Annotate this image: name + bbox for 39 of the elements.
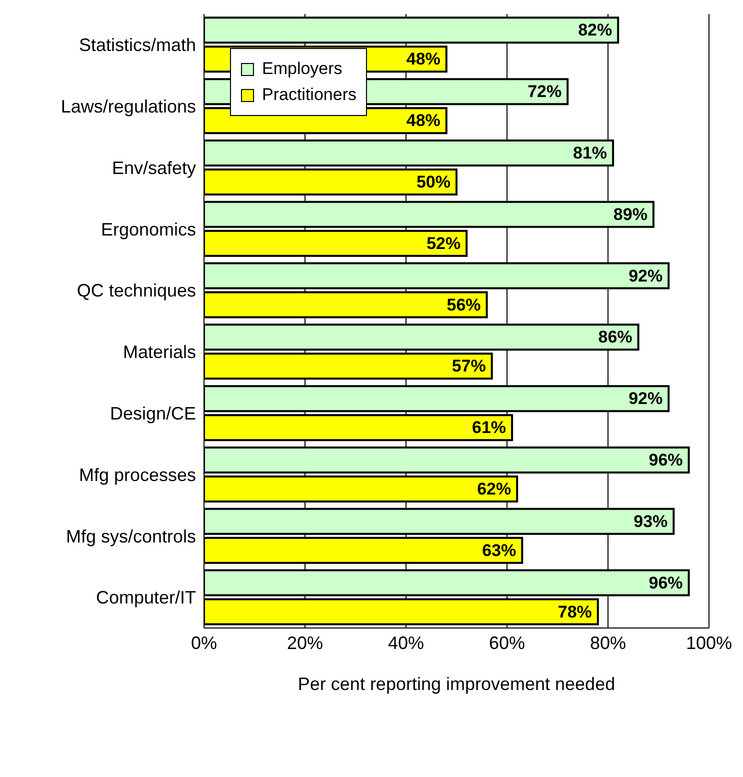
x-tick-label: 60% bbox=[488, 632, 526, 653]
y-tick-label: Env/safety bbox=[112, 158, 196, 178]
y-tick-label: Design/CE bbox=[110, 403, 196, 424]
data-label: 48% bbox=[406, 111, 440, 130]
data-label: 82% bbox=[578, 20, 612, 40]
y-tick-label: QC techniques bbox=[76, 280, 196, 301]
data-label: 96% bbox=[648, 450, 683, 470]
y-tick-label: Mfg processes bbox=[78, 464, 196, 485]
y-tick-label: Ergonomics bbox=[100, 219, 196, 240]
data-label: 92% bbox=[628, 389, 663, 408]
data-label: 48% bbox=[406, 50, 440, 69]
data-label: 62% bbox=[477, 479, 512, 498]
data-label: 52% bbox=[426, 234, 461, 253]
data-label: 78% bbox=[558, 602, 592, 622]
y-tick-label: Statistics/math bbox=[78, 35, 196, 56]
data-label: 72% bbox=[528, 82, 562, 102]
x-tick-label: 80% bbox=[590, 632, 626, 653]
y-tick-label: Computer/IT bbox=[96, 588, 196, 608]
data-label: 86% bbox=[598, 328, 632, 347]
data-label: 81% bbox=[573, 143, 608, 162]
data-label: 63% bbox=[482, 540, 516, 560]
x-tick-label: 20% bbox=[286, 632, 324, 653]
y-tick-label: Materials bbox=[122, 342, 196, 362]
x-tick-label: 0% bbox=[190, 632, 218, 653]
x-tick-label: 100% bbox=[686, 632, 732, 653]
data-label: 89% bbox=[613, 204, 648, 224]
x-tick-label: 40% bbox=[388, 632, 424, 653]
y-tick-label: Mfg sys/controls bbox=[66, 526, 196, 546]
x-axis-title: Per cent reporting improvement needed bbox=[298, 674, 616, 694]
data-label: 50% bbox=[416, 172, 450, 192]
y-tick-label: Laws/regulations bbox=[60, 96, 196, 116]
data-label: 56% bbox=[446, 295, 481, 314]
legend-label: Employers bbox=[262, 59, 342, 79]
data-label: 96% bbox=[648, 573, 683, 592]
data-label: 93% bbox=[634, 512, 668, 531]
data-label: 61% bbox=[472, 418, 506, 438]
legend-label: Practitioners bbox=[262, 85, 356, 105]
data-label: 57% bbox=[452, 356, 486, 376]
data-label: 92% bbox=[628, 266, 663, 286]
